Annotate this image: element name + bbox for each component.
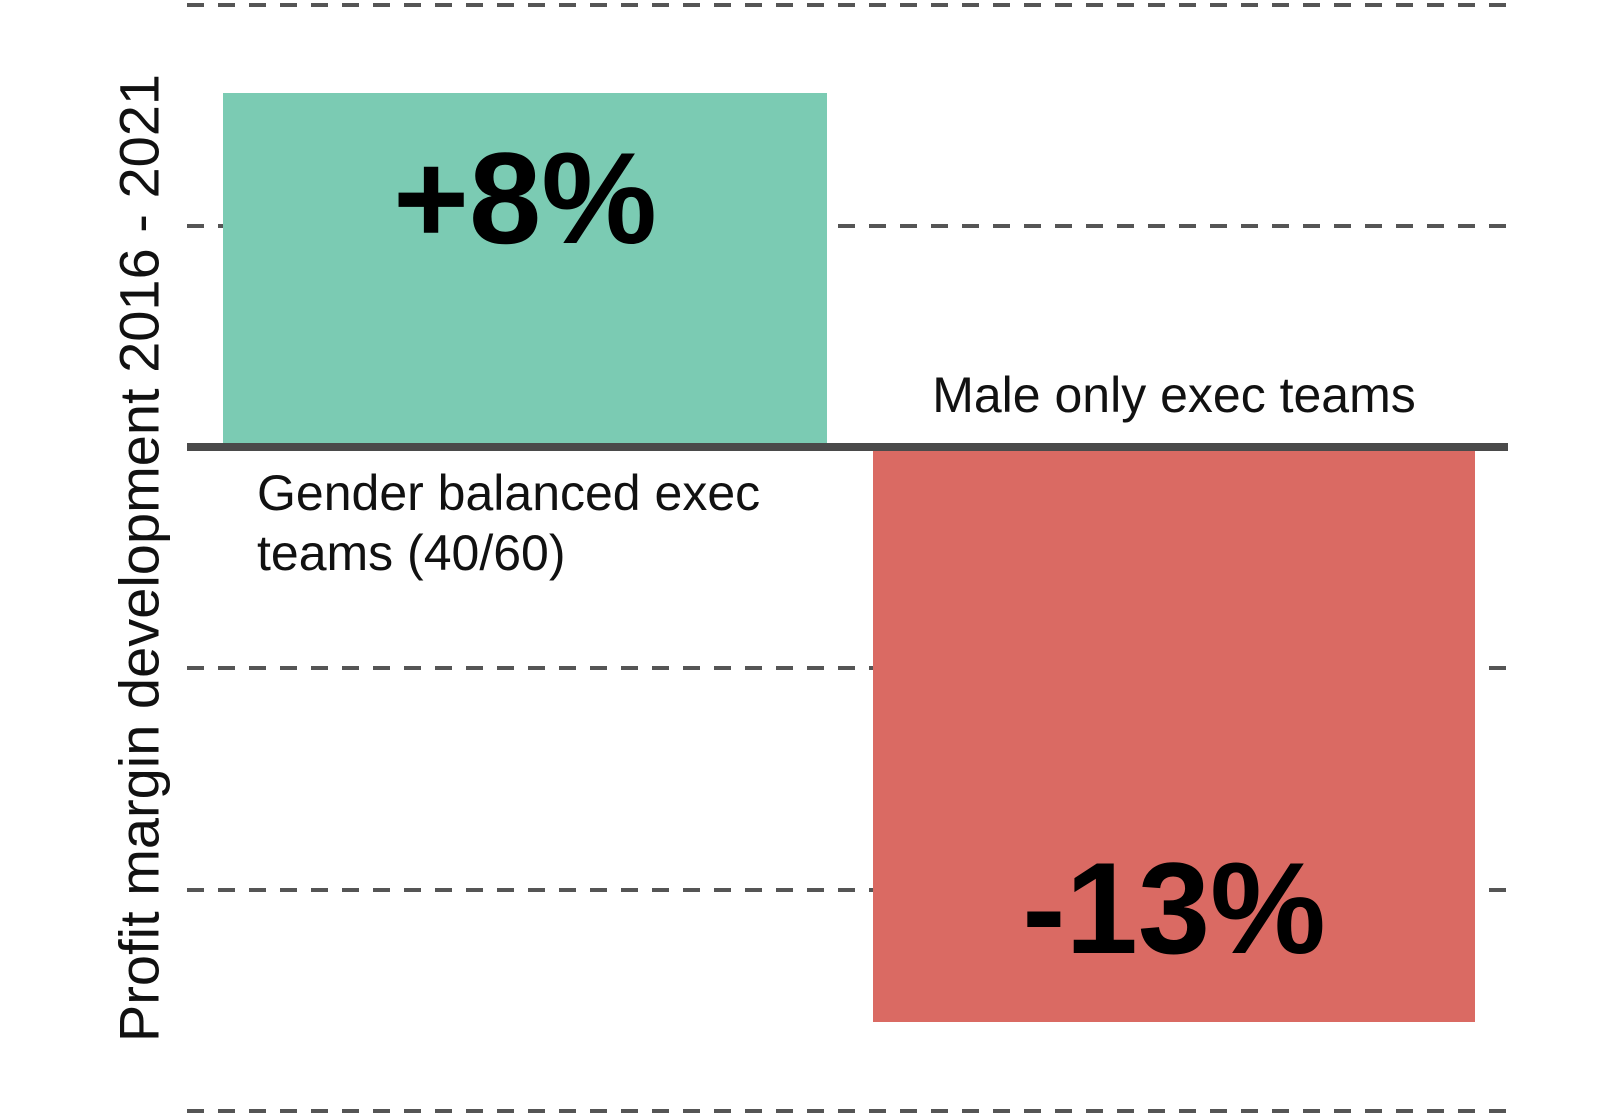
plot-area: +8% -13% Gender balanced exec teams (40/… xyxy=(187,0,1508,1117)
bar-value-label-negative: -13% xyxy=(1022,835,1326,981)
category-label-line-1: Gender balanced exec xyxy=(257,465,761,521)
gridline xyxy=(187,2,1508,7)
gridline xyxy=(187,666,1508,671)
category-label-gender-balanced: Gender balanced exec teams (40/60) xyxy=(257,463,760,583)
gridline xyxy=(187,887,1508,892)
gridline xyxy=(187,1108,1508,1113)
x-axis-zero-line xyxy=(187,443,1508,451)
y-axis-label: Profit margin development 2016 - 2021 xyxy=(107,73,171,1043)
bar-male-only-exec-teams: -13% xyxy=(873,447,1475,1023)
bar-value-label-positive: +8% xyxy=(393,125,657,271)
category-label-male-only: Male only exec teams xyxy=(932,367,1416,423)
gridline xyxy=(187,223,1508,228)
bar-gender-balanced-exec-teams: +8% xyxy=(223,93,827,447)
category-label-line-2: teams (40/60) xyxy=(257,525,566,581)
